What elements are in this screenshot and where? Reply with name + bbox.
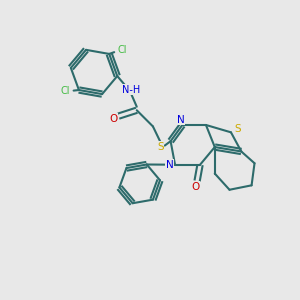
Text: N: N (177, 115, 185, 125)
Text: Cl: Cl (60, 86, 70, 97)
Text: S: S (234, 124, 241, 134)
Text: S: S (157, 142, 164, 152)
Text: Cl: Cl (118, 44, 127, 55)
Text: O: O (109, 114, 117, 124)
Text: O: O (191, 182, 200, 192)
Text: N: N (166, 160, 174, 170)
Text: N-H: N-H (122, 85, 140, 94)
